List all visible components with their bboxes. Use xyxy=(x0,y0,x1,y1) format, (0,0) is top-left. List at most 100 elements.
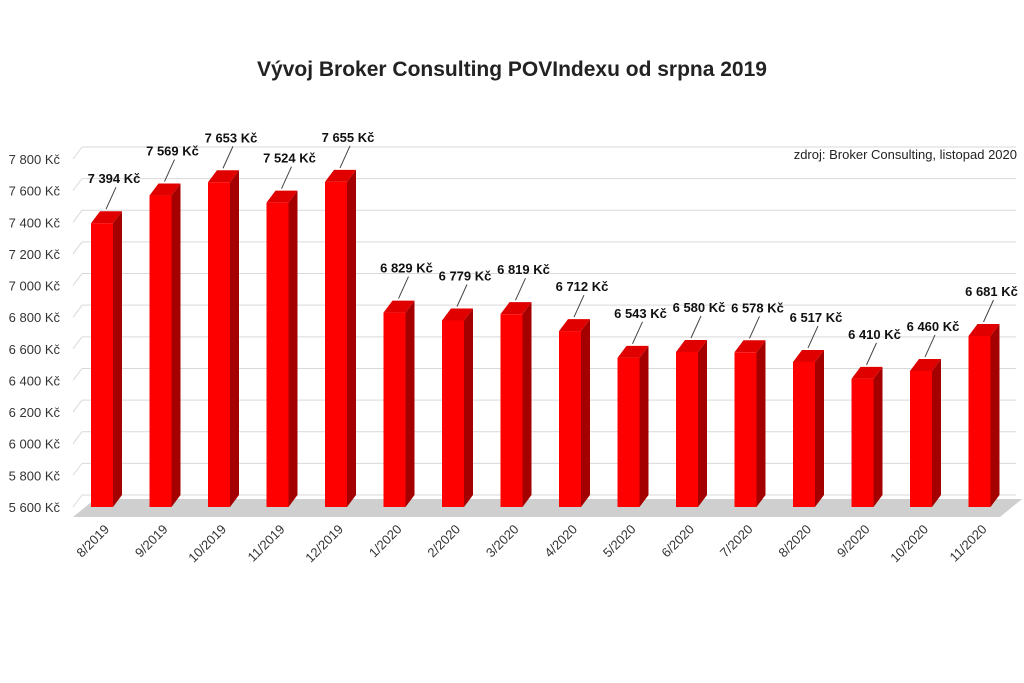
bar xyxy=(442,308,473,507)
data-label: 6 829 Kč xyxy=(380,261,433,276)
bar-top xyxy=(325,169,356,182)
bar xyxy=(91,211,122,508)
y-tick-label: 7 000 Kč xyxy=(9,279,61,294)
bar-front xyxy=(500,314,523,507)
bar-front xyxy=(383,312,406,507)
bar-front xyxy=(676,351,698,507)
bar-front xyxy=(793,361,815,507)
x-tick-label: 10/2020 xyxy=(887,522,931,566)
y-tick-label: 6 200 Kč xyxy=(9,405,61,420)
source-note: zdroj: Broker Consulting, listopad 2020 xyxy=(794,147,1017,162)
data-labels: 7 394 Kč 7 569 Kč 7 653 Kč 7 524 Kč 7 655 Kč… xyxy=(88,130,1018,366)
bar-side xyxy=(698,339,707,507)
data-label: 7 569 Kč xyxy=(146,144,199,159)
gridline-depth xyxy=(72,146,83,160)
bar-top xyxy=(266,190,298,203)
x-tick-label: 9/2020 xyxy=(834,522,873,561)
gridline-depth xyxy=(72,463,83,476)
bar-top xyxy=(734,340,766,353)
gridline-depth xyxy=(72,273,83,286)
x-tick-label: 11/2020 xyxy=(946,522,989,565)
bar-side xyxy=(113,211,122,508)
data-label: 7 524 Kč xyxy=(263,151,316,166)
leader-line xyxy=(807,325,819,349)
bar-top xyxy=(208,170,239,183)
bar-side xyxy=(347,169,356,507)
bar xyxy=(793,349,824,507)
data-label: 6 712 Kč xyxy=(556,279,609,294)
x-tick-label: 8/2019 xyxy=(73,522,112,561)
chart-floor xyxy=(73,499,1022,517)
gridline-depth xyxy=(72,368,83,381)
gridline-depth xyxy=(72,431,83,445)
bar xyxy=(676,339,707,507)
data-label: 6 578 Kč xyxy=(731,300,784,315)
leader-line xyxy=(924,334,936,358)
leader-line xyxy=(222,146,234,169)
bar-top xyxy=(676,339,707,352)
data-label: 7 653 Kč xyxy=(205,130,258,145)
bar-top xyxy=(617,345,649,358)
x-tick-label: 5/2020 xyxy=(600,522,639,561)
bar-top xyxy=(559,319,590,332)
bar-front xyxy=(266,202,289,507)
leader-line xyxy=(690,315,702,339)
bar-side xyxy=(230,170,239,507)
data-label: 6 819 Kč xyxy=(497,262,550,277)
data-label: 7 655 Kč xyxy=(322,130,375,145)
y-tick-label: 6 600 Kč xyxy=(9,342,61,357)
bar-top xyxy=(383,300,415,313)
bar xyxy=(968,324,1000,507)
y-tick-label: 5 600 Kč xyxy=(9,500,61,515)
gridline-depth xyxy=(72,304,83,318)
y-axis-ticks: 5 600 Kč 5 800 Kč 6 000 Kč 6 200 Kč 6 400 Kč… xyxy=(9,152,61,515)
bar xyxy=(617,345,649,507)
bar xyxy=(910,358,941,507)
y-tick-label: 6 000 Kč xyxy=(9,437,61,452)
bar-front xyxy=(91,223,113,508)
x-tick-label: 6/2020 xyxy=(658,522,697,561)
leader-line xyxy=(749,316,760,339)
bar xyxy=(383,300,415,507)
bar xyxy=(208,170,239,507)
x-tick-label: 8/2020 xyxy=(775,522,814,561)
leader-line xyxy=(515,277,526,301)
x-tick-label: 2/2020 xyxy=(424,522,463,561)
leader-line xyxy=(398,276,409,299)
gridline-depth xyxy=(72,178,83,191)
gridline-depth xyxy=(72,399,83,413)
x-tick-label: 11/2019 xyxy=(244,522,287,565)
bar-side xyxy=(815,349,824,507)
y-tick-label: 7 400 Kč xyxy=(9,215,61,230)
bar-top xyxy=(793,349,824,362)
x-tick-label: 12/2019 xyxy=(302,522,346,566)
bar xyxy=(559,319,590,507)
data-label: 6 779 Kč xyxy=(439,269,492,284)
bar-side xyxy=(873,366,883,507)
bar xyxy=(500,302,532,507)
x-tick-label: 4/2020 xyxy=(541,522,580,561)
bar-side xyxy=(288,190,298,507)
data-label: 6 460 Kč xyxy=(907,319,960,334)
leader-line xyxy=(105,187,117,210)
y-tick-label: 5 800 Kč xyxy=(9,468,61,483)
x-tick-label: 3/2020 xyxy=(483,522,522,561)
x-tick-label: 9/2019 xyxy=(132,522,171,561)
data-label: 6 543 Kč xyxy=(614,306,667,321)
bar-top xyxy=(851,366,883,379)
leader-line xyxy=(632,321,643,345)
leader-line xyxy=(456,284,468,307)
bar-front xyxy=(325,181,347,507)
leader-line xyxy=(573,294,585,318)
x-axis-ticks: 8/2019 9/2019 10/2019 11/2019 12/2019 1/2020 2… xyxy=(73,522,989,566)
bar-side xyxy=(464,308,473,507)
bar-side xyxy=(756,340,766,507)
x-tick-label: 7/2020 xyxy=(717,522,756,561)
bar-top xyxy=(442,308,473,321)
data-label: 6 580 Kč xyxy=(673,300,726,315)
data-label: 6 681 Kč xyxy=(965,284,1018,299)
bar xyxy=(325,169,356,507)
x-tick-label: 10/2019 xyxy=(185,522,229,566)
bar-front xyxy=(149,195,172,508)
